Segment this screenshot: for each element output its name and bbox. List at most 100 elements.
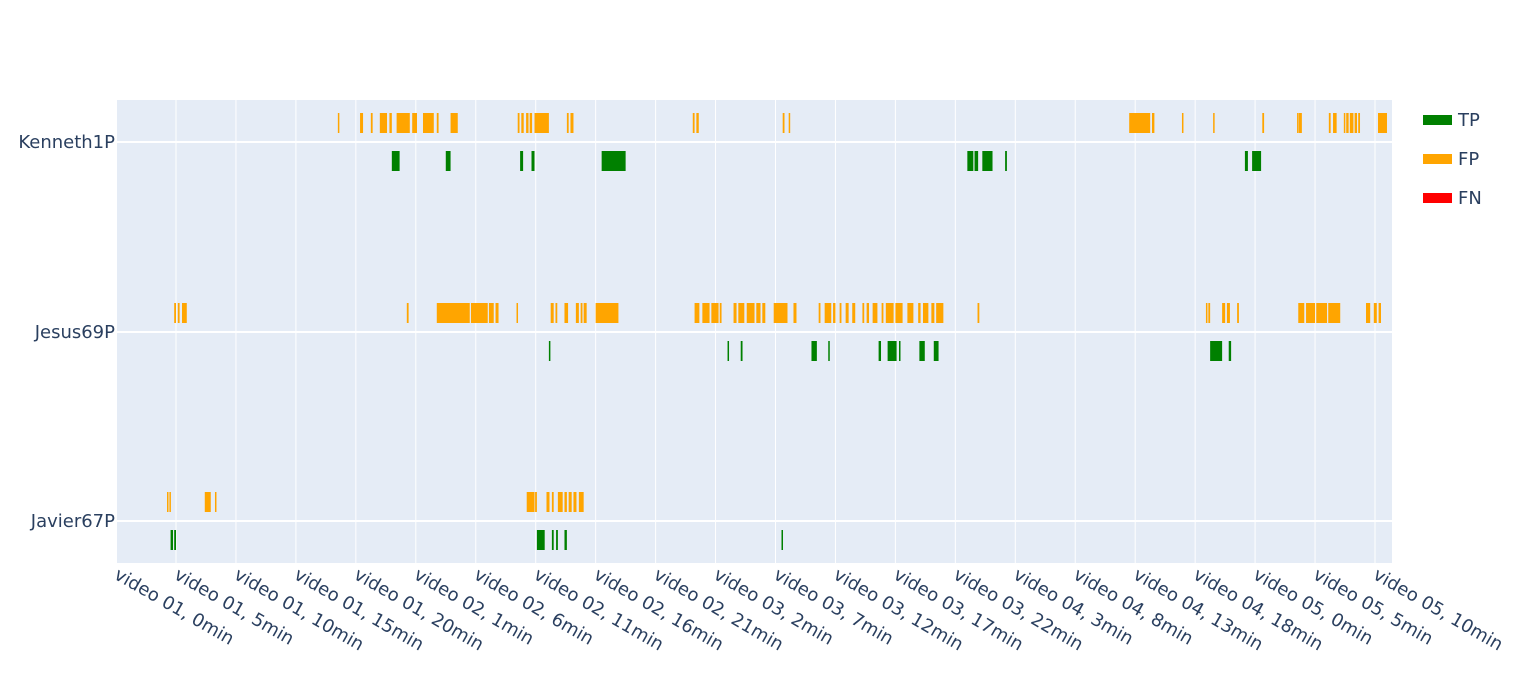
bar-fp <box>1208 303 1211 323</box>
bar-fp <box>1377 113 1387 133</box>
bar-fp <box>977 303 980 323</box>
bar-fp <box>406 303 409 323</box>
bar-fp <box>824 303 832 323</box>
bar-fp <box>488 303 494 323</box>
legend-item-fp[interactable]: FP <box>1423 149 1479 170</box>
bar-tp <box>740 341 743 361</box>
bar-fp <box>551 492 554 512</box>
legend-swatch <box>1423 115 1452 125</box>
bar-fp <box>1328 303 1341 323</box>
bar-fp <box>746 303 755 323</box>
bar-fp <box>1298 113 1302 133</box>
bar-fp <box>436 303 470 323</box>
bar-fp <box>918 303 921 323</box>
bar-tp <box>898 341 901 361</box>
bar-fp <box>852 303 856 323</box>
bar-fp <box>895 303 903 323</box>
bar-tp <box>445 151 451 171</box>
bar-fp <box>564 303 569 323</box>
bar-fp <box>495 303 499 323</box>
bar-tp <box>1244 151 1248 171</box>
bar-fp <box>881 303 884 323</box>
bar-fp <box>788 113 791 133</box>
bar-tp <box>1210 341 1223 361</box>
bar-fp <box>1306 303 1316 323</box>
bar-fp <box>862 303 865 323</box>
bar-tp <box>551 530 554 550</box>
bar-fp <box>833 303 836 323</box>
bar-tp <box>781 530 783 550</box>
bar-fp <box>570 113 574 133</box>
legend-swatch <box>1423 154 1452 164</box>
bar-fp <box>422 113 434 133</box>
bar-fp <box>1316 303 1328 323</box>
bar-fp <box>762 303 766 323</box>
bar-fp <box>1343 113 1346 133</box>
legend-label: FP <box>1458 149 1479 170</box>
bar-fp <box>557 492 563 512</box>
bar-fp <box>738 303 745 323</box>
bar-fp <box>773 303 788 323</box>
bar-fp <box>719 303 722 323</box>
bar-fp <box>1237 303 1239 323</box>
bar-fp <box>1205 303 1208 323</box>
bar-fp <box>580 303 583 323</box>
bar-fp <box>1354 113 1358 133</box>
bar-fp <box>922 303 929 323</box>
bar-tp <box>601 151 626 171</box>
bar-fp <box>1213 113 1215 133</box>
bar-fp <box>450 113 458 133</box>
bar-tp <box>967 151 974 171</box>
legend-item-tp[interactable]: TP <box>1423 110 1480 131</box>
bar-tp <box>174 530 176 550</box>
bars <box>167 113 1387 550</box>
bar-tp <box>828 341 830 361</box>
bar-tp <box>548 341 551 361</box>
bar-fp <box>379 113 388 133</box>
legend-swatch <box>1423 193 1452 203</box>
bar-fp <box>733 303 737 323</box>
bar-tp <box>536 530 545 550</box>
y-tick-label: Javier67P <box>30 511 115 532</box>
bar-tp <box>887 341 897 361</box>
legend-item-fn[interactable]: FN <box>1423 188 1482 209</box>
bar-fp <box>1129 113 1151 133</box>
bar-fp <box>521 113 524 133</box>
bar-fp <box>1151 113 1155 133</box>
bar-tp <box>727 341 730 361</box>
bar-fp <box>177 303 180 323</box>
bar-fp <box>885 303 894 323</box>
bar-tp <box>878 341 882 361</box>
bar-fp <box>1346 113 1349 133</box>
bar-fp <box>575 303 579 323</box>
bar-tp <box>933 341 939 361</box>
bar-fp <box>866 303 870 323</box>
bar-fp <box>412 113 417 133</box>
bar-tp <box>520 151 524 171</box>
bar-fp <box>1373 303 1377 323</box>
bar-fp <box>526 113 529 133</box>
bar-tp <box>811 341 817 361</box>
bar-tp <box>974 151 979 171</box>
bar-fp <box>845 303 849 323</box>
bar-fp <box>470 303 488 323</box>
bar-fp <box>534 113 549 133</box>
y-tick-label: Jesus69P <box>34 322 115 343</box>
bar-tp <box>170 530 174 550</box>
bar-fp <box>1358 113 1361 133</box>
bar-fp <box>1349 113 1354 133</box>
legend[interactable]: TP FP FN <box>1423 110 1482 209</box>
bar-fp <box>872 303 878 323</box>
bar-tp <box>564 530 567 550</box>
bar-fp <box>566 113 569 133</box>
bar-fp <box>1328 113 1331 133</box>
grid-lines <box>117 100 1392 563</box>
bar-fp <box>174 303 176 323</box>
bar-fp <box>702 303 710 323</box>
bar-fp <box>907 303 914 323</box>
bar-tp <box>531 151 535 171</box>
bar-fp <box>516 303 519 323</box>
bar-fp <box>529 113 533 133</box>
bar-fp <box>595 303 619 323</box>
bar-fp <box>1181 113 1184 133</box>
